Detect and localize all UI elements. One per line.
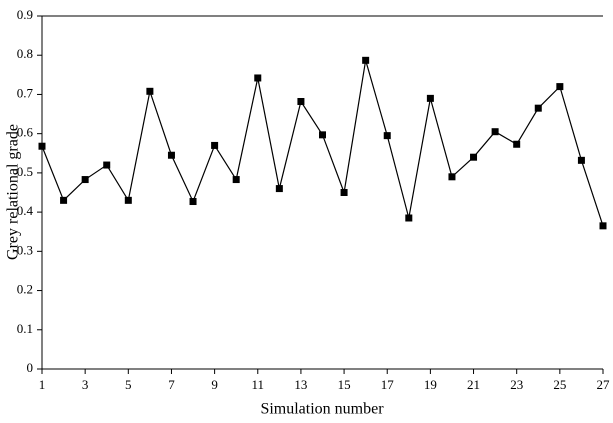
y-tick-label: 0.7: [17, 85, 34, 100]
x-tick-label: 17: [381, 377, 395, 392]
x-tick-label: 19: [424, 377, 437, 392]
y-tick-label: 0.4: [17, 203, 34, 218]
data-point: [124, 196, 132, 204]
data-point: [362, 56, 370, 64]
data-point: [254, 74, 262, 82]
data-point: [577, 156, 585, 164]
y-axis-title: Grey relational grade: [5, 124, 22, 260]
x-tick-label: 21: [467, 377, 480, 392]
x-tick-label: 7: [168, 377, 175, 392]
data-point: [470, 153, 478, 161]
x-tick-label: 5: [125, 377, 132, 392]
x-tick-label: 23: [510, 377, 523, 392]
data-point: [275, 185, 283, 193]
x-tick-label: 1: [39, 377, 46, 392]
x-tick-label: 25: [553, 377, 566, 392]
x-tick-label: 9: [211, 377, 218, 392]
data-point: [340, 189, 348, 196]
y-tick-label: 0.5: [17, 164, 33, 179]
data-point: [167, 151, 175, 159]
data-point: [556, 83, 564, 91]
y-tick-label: 0.2: [17, 282, 33, 297]
data-point: [405, 214, 413, 222]
data-point: [491, 128, 499, 136]
data-point: [426, 94, 434, 102]
data-point: [383, 132, 391, 140]
data-point: [60, 196, 68, 204]
data-point: [534, 104, 542, 112]
y-tick-label: 0.9: [17, 7, 33, 22]
data-point: [448, 173, 456, 181]
data-point: [211, 141, 219, 149]
data-point: [513, 140, 521, 148]
y-tick-label: 0: [27, 360, 34, 375]
x-axis-title: Simulation number: [260, 401, 384, 418]
x-tick-label: 27: [597, 377, 611, 392]
data-point: [38, 142, 46, 150]
data-point: [599, 222, 607, 230]
x-tick-label: 3: [82, 377, 89, 392]
data-point: [103, 161, 111, 169]
y-tick-label: 0.1: [17, 321, 33, 336]
y-tick-label: 0.3: [17, 242, 33, 257]
data-point: [297, 98, 305, 106]
data-point: [81, 176, 89, 184]
data-point: [146, 87, 154, 95]
y-tick-label: 0.8: [17, 46, 33, 61]
x-tick-label: 11: [252, 377, 265, 392]
data-point: [319, 131, 326, 139]
data-point: [189, 198, 197, 206]
x-tick-label: 13: [294, 377, 307, 392]
x-tick-label: 15: [338, 377, 351, 392]
data-point: [232, 176, 240, 184]
y-tick-label: 0.6: [17, 125, 34, 140]
